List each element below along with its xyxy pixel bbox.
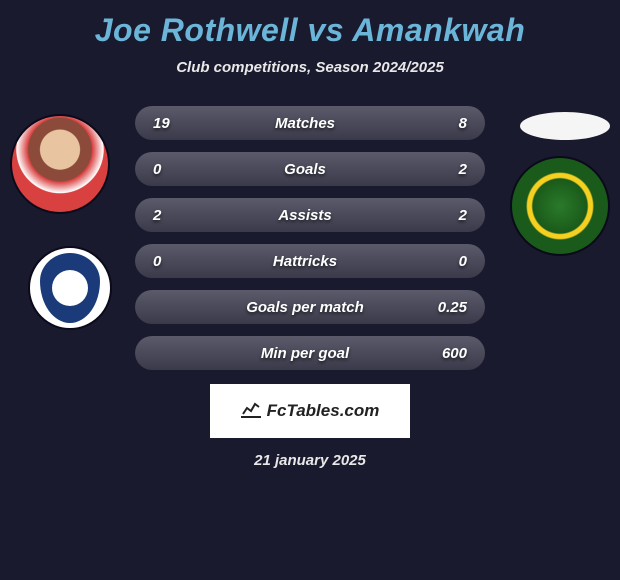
stat-value-right: 2 — [427, 207, 467, 224]
chart-icon — [241, 400, 261, 423]
stat-value-left: 2 — [153, 207, 183, 224]
club-left-badge — [28, 246, 112, 330]
stat-label: Hattricks — [183, 253, 427, 270]
page-title: Joe Rothwell vs Amankwah — [0, 0, 620, 49]
stat-row: 0 Goals 2 — [135, 152, 485, 186]
stat-row: 19 Matches 8 — [135, 106, 485, 140]
stat-label: Min per goal — [183, 345, 427, 362]
stat-value-right: 8 — [427, 115, 467, 132]
stat-value-right: 600 — [427, 345, 467, 362]
stat-value-right: 0 — [427, 253, 467, 270]
stat-row: Min per goal 600 — [135, 336, 485, 370]
player-right-avatar — [520, 112, 610, 140]
stat-value-right: 0.25 — [427, 299, 467, 316]
stat-value-right: 2 — [427, 161, 467, 178]
stat-row: 0 Hattricks 0 — [135, 244, 485, 278]
stat-row: Goals per match 0.25 — [135, 290, 485, 324]
leeds-badge-icon — [40, 253, 100, 323]
club-right-badge — [510, 156, 610, 256]
player-left-avatar — [10, 114, 110, 214]
fctables-logo: FcTables.com — [210, 384, 410, 438]
comparison-area: 19 Matches 8 0 Goals 2 2 Assists 2 0 Hat… — [0, 106, 620, 469]
stat-value-left: 19 — [153, 115, 183, 132]
stat-row: 2 Assists 2 — [135, 198, 485, 232]
stat-value-left: 0 — [153, 253, 183, 270]
stat-label: Matches — [183, 115, 427, 132]
stat-label: Goals — [183, 161, 427, 178]
subtitle: Club competitions, Season 2024/2025 — [0, 59, 620, 76]
logo-text: FcTables.com — [267, 401, 380, 421]
stat-rows: 19 Matches 8 0 Goals 2 2 Assists 2 0 Hat… — [135, 106, 485, 370]
date-text: 21 january 2025 — [0, 452, 620, 469]
stat-label: Goals per match — [183, 299, 427, 316]
stat-label: Assists — [183, 207, 427, 224]
stat-value-left: 0 — [153, 161, 183, 178]
